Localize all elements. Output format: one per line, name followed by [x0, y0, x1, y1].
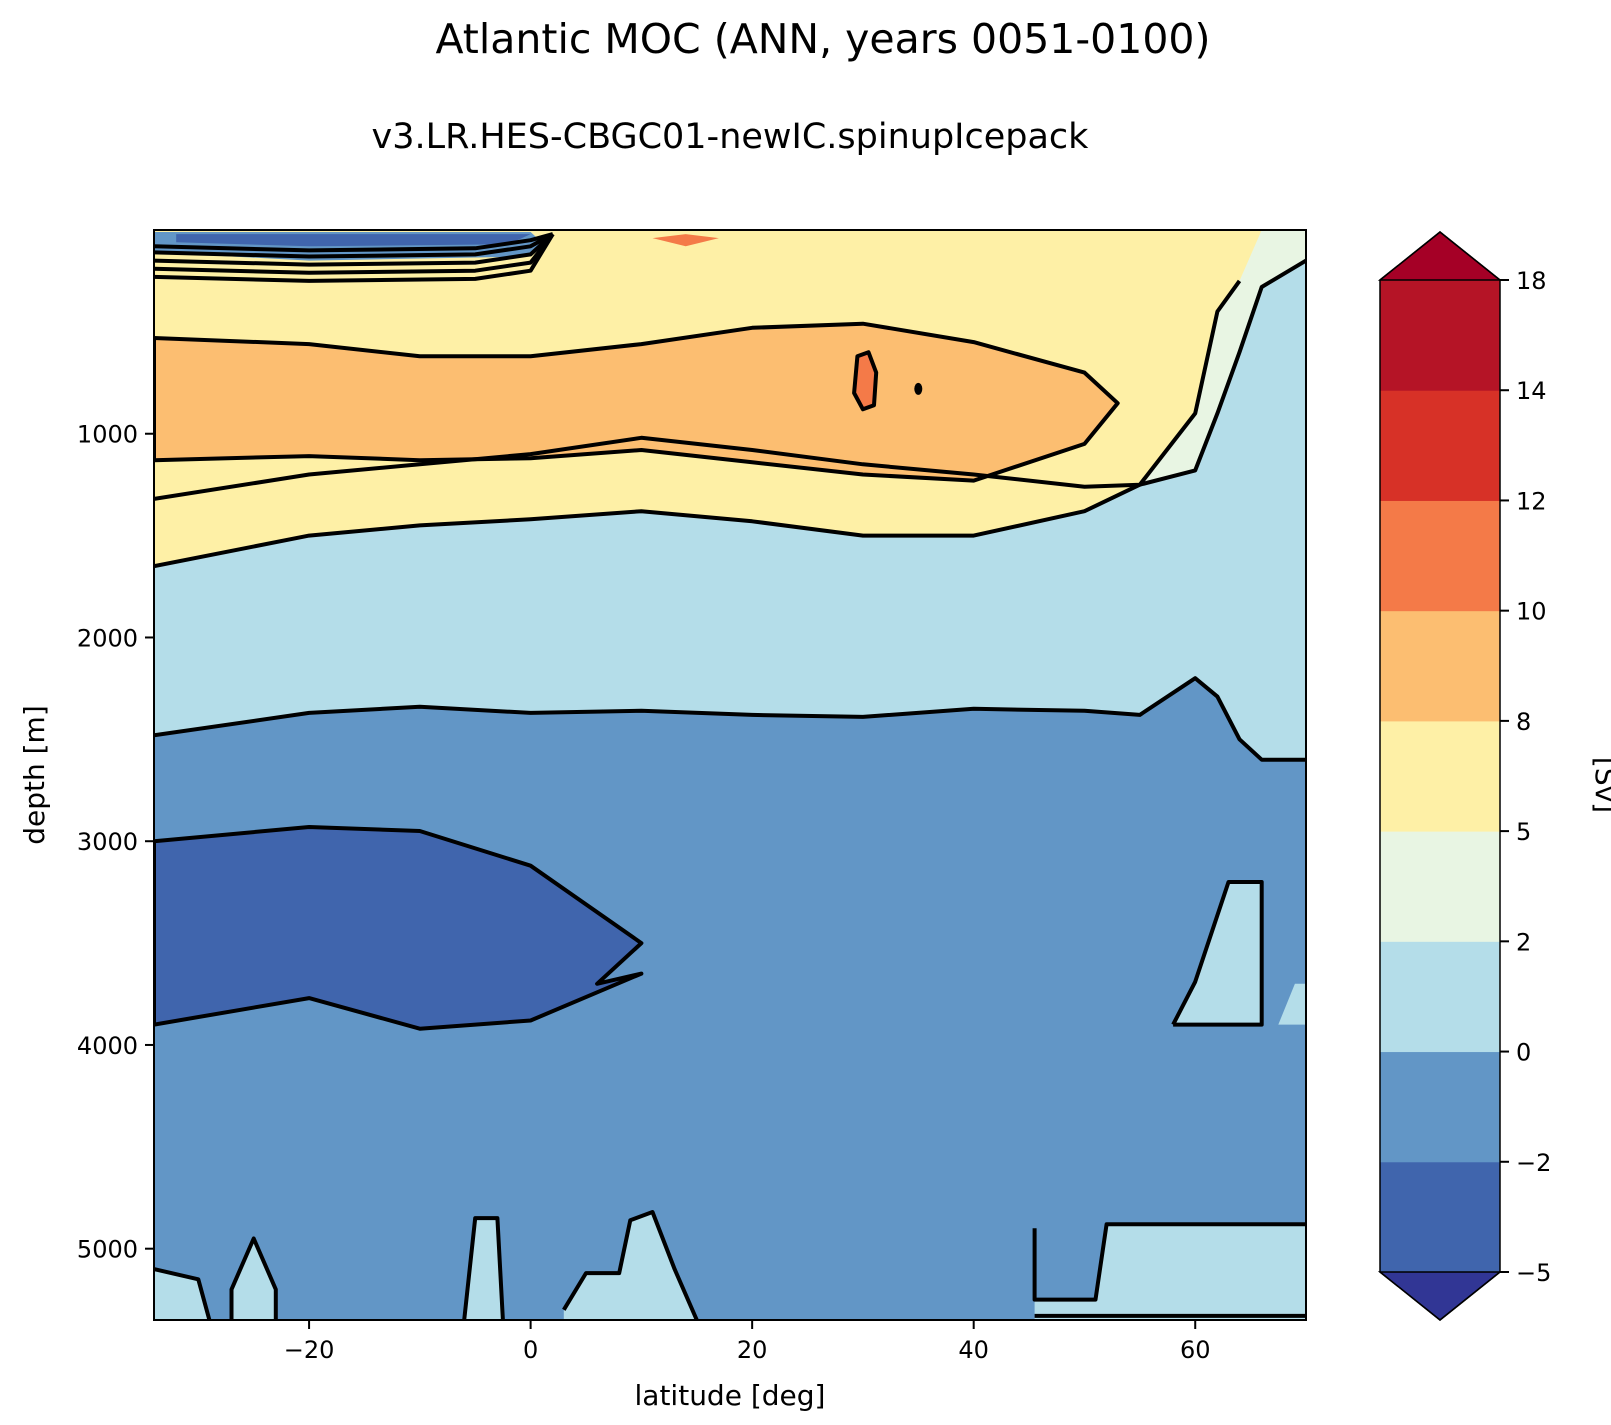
contour-0: [154, 676, 1306, 762]
colorbar-tick-label: 8: [1516, 708, 1531, 736]
contour-deep-neg: [154, 825, 644, 1031]
band-deep-north-2: [1278, 983, 1306, 1025]
x-tick-label: 20: [737, 1336, 768, 1364]
colorbar-segment: [1380, 1161, 1500, 1273]
band-8-10: [154, 323, 1118, 481]
y-tick-label: 3000: [77, 828, 138, 856]
band-deep-neg: [154, 827, 642, 1029]
colorbar-tick-label: 2: [1516, 928, 1531, 956]
colorbar-extend-max: [1377, 231, 1503, 281]
colorbar-tick-label: −2: [1516, 1149, 1551, 1177]
colorbar-segment: [1380, 831, 1500, 942]
contour-bottom-south: [154, 1267, 212, 1320]
band-bottom-eq: [563, 1212, 697, 1320]
y-tick-label: 4000: [77, 1032, 138, 1060]
band-10-12: [854, 352, 877, 410]
colorbar: −5 −2 0 2 5 8 10 12 14 18: [1377, 231, 1551, 1321]
contour-8: [154, 321, 1120, 483]
contour-bottom-south-2: [229, 1236, 278, 1320]
band-deep-north: [1173, 882, 1262, 1025]
band-bottom-south-2: [231, 1238, 276, 1320]
colorbar-extend-min: [1377, 1271, 1503, 1321]
contour-bottom-ridge: [462, 1216, 505, 1320]
contour-dot: [914, 382, 923, 395]
colorbar-tick-label: −5: [1516, 1259, 1551, 1287]
band-bottom-north: [1034, 1224, 1306, 1320]
colorbar-segment: [1380, 280, 1500, 391]
band-surface-neg-core: [176, 234, 531, 247]
x-tick-label: −20: [284, 1336, 335, 1364]
plot-frame: [153, 229, 1307, 1321]
contour-surface-3: [154, 232, 555, 275]
x-tick-label: 40: [958, 1336, 989, 1364]
contour-bottom-north: [1032, 1222, 1306, 1302]
contour-10: [852, 350, 879, 412]
y-tick-label: 5000: [77, 1236, 138, 1264]
colorbar-label: [Sv]: [1589, 757, 1611, 813]
contour-surface-1: [154, 232, 554, 259]
y-tick-label: 1000: [77, 421, 138, 449]
colorbar-segment: [1380, 390, 1500, 501]
colorbar-segment: [1380, 1051, 1500, 1163]
x-tick-label: 0: [523, 1336, 538, 1364]
colorbar-tick-label: 14: [1516, 377, 1547, 405]
band-bottom-south: [154, 1269, 210, 1320]
band-10-12-surface: [652, 234, 719, 247]
y-axis: 1000 2000 3000 4000 5000: [77, 421, 154, 1264]
colorbar-tick-label: 0: [1516, 1039, 1531, 1067]
colorbar-segment: [1380, 941, 1500, 1053]
contour-surface-0: [154, 232, 554, 253]
x-axis: −20 0 20 40 60: [284, 1320, 1211, 1364]
contour-surface-4: [154, 233, 555, 283]
contour-surface-2: [154, 232, 555, 267]
colorbar-segment: [1380, 610, 1500, 722]
contour-deep-north: [1171, 880, 1264, 1027]
x-axis-label: latitude [deg]: [635, 1379, 826, 1412]
y-axis-label: depth [m]: [18, 705, 51, 845]
y-tick-label: 2000: [77, 624, 138, 652]
colorbar-tick-label: 12: [1516, 487, 1547, 515]
contour-5: [154, 279, 1242, 569]
colorbar-segment: [1380, 500, 1500, 612]
chart-subtitle: v3.LR.HES-CBGC01-newIC.spinupIcepack: [372, 117, 1090, 157]
colorbar-tick-label: 10: [1516, 598, 1547, 626]
chart-title: Atlantic MOC (ANN, years 0051-0100): [435, 15, 1210, 63]
plot-area: [154, 230, 1306, 1320]
contour-bottom-eq: [562, 1210, 699, 1320]
colorbar-tick-label: 5: [1516, 818, 1531, 846]
colorbar-tick-label: 18: [1516, 267, 1547, 295]
colorbar-segment: [1380, 720, 1500, 832]
x-tick-label: 60: [1180, 1336, 1211, 1364]
